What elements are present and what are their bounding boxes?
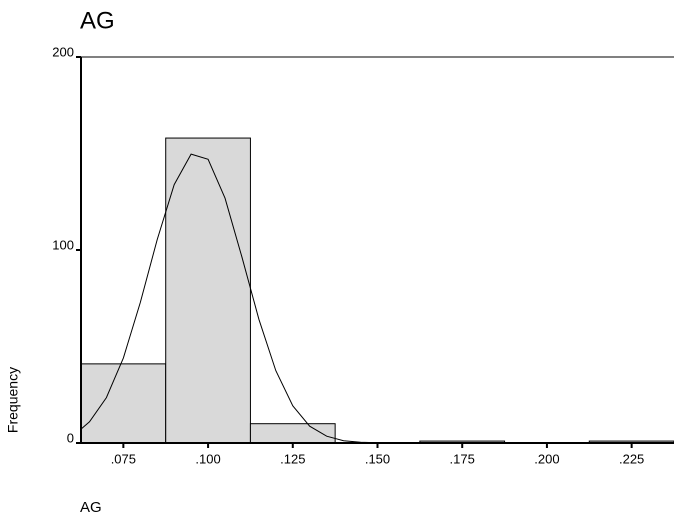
x-axis-label: AG [80, 499, 102, 516]
x-tick-label: .200 [534, 451, 559, 466]
x-tick-label: .225 [619, 451, 644, 466]
y-tick-label: 200 [52, 44, 74, 59]
x-tick-label: .150 [365, 451, 390, 466]
x-tick-label: .175 [450, 451, 475, 466]
y-tick-label: 100 [52, 237, 74, 252]
x-tick-label: .125 [280, 451, 305, 466]
y-axis-label: Frequency [5, 367, 21, 433]
bar [165, 137, 251, 444]
normal-curve [80, 153, 378, 444]
x-tick-label: .100 [195, 451, 220, 466]
y-tick-label: 0 [67, 430, 74, 445]
chart-title: AG [80, 7, 115, 34]
bar [80, 363, 167, 444]
x-tick-label: .075 [111, 451, 136, 466]
